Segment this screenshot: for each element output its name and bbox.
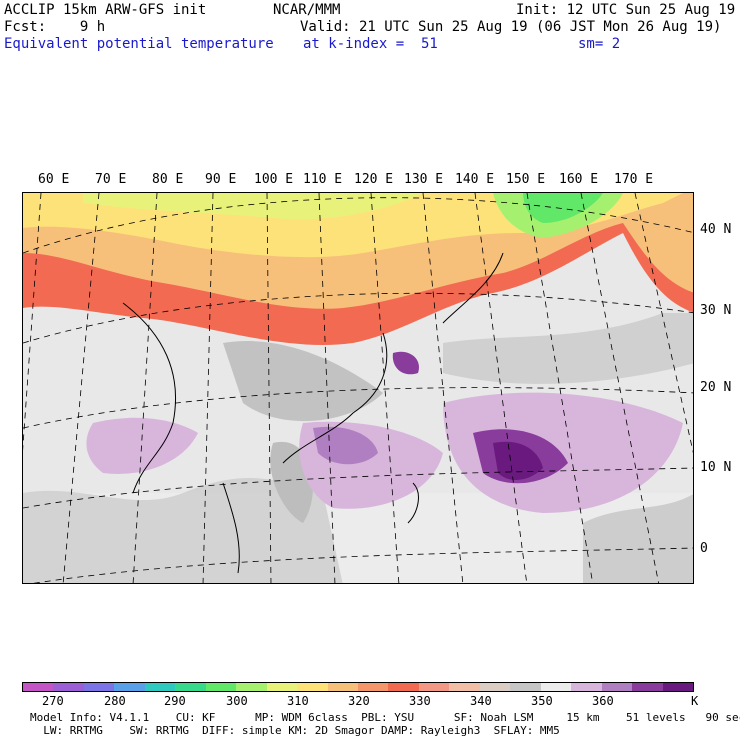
colorbar-swatch <box>357 683 389 691</box>
model-info: Model Info: V4.1.1 CU: KF MP: WDM 6class… <box>30 711 740 724</box>
lat-label: 40 N <box>700 222 732 237</box>
forecast-hour: Fcst: 9 h <box>4 19 106 35</box>
colorbar-swatch <box>144 683 176 691</box>
lat-label: 20 N <box>700 380 732 395</box>
smoothing-label: sm= 2 <box>578 36 621 52</box>
colorbar-swatch <box>418 683 450 691</box>
colorbar-swatch <box>297 683 328 691</box>
lon-label: 160 E <box>559 172 599 187</box>
lon-label: 60 E <box>38 172 70 187</box>
lon-label: 170 E <box>614 172 654 187</box>
colorbar-tick: 270 <box>42 694 64 708</box>
lon-label: 110 E <box>303 172 343 187</box>
colorbar-swatch <box>479 683 511 691</box>
colorbar-swatch <box>53 683 84 691</box>
colorbar-swatch <box>175 683 206 691</box>
colorbar-swatch <box>266 683 298 691</box>
colorbar-swatch <box>327 683 358 691</box>
colorbar-tick: 290 <box>164 694 186 708</box>
colorbar-swatch <box>540 683 572 691</box>
colorbar-swatch <box>601 683 633 691</box>
colorbar-swatch <box>571 683 602 691</box>
colorbar-tick: 320 <box>348 694 370 708</box>
colorbar-tick: 360 <box>592 694 614 708</box>
lon-label: 130 E <box>404 172 444 187</box>
model-title: ACCLIP 15km ARW-GFS init <box>4 2 207 18</box>
lon-label: 70 E <box>95 172 127 187</box>
theta-e-map <box>22 192 694 584</box>
lon-label: 120 E <box>354 172 394 187</box>
level-label: at k-index = 51 <box>303 36 438 52</box>
colorbar-swatch <box>449 683 480 691</box>
colorbar-swatch <box>236 683 267 691</box>
colorbar-tick: 280 <box>104 694 126 708</box>
colorbar-tick: 350 <box>531 694 553 708</box>
colorbar-swatch <box>662 683 693 691</box>
lat-label: 30 N <box>700 303 732 318</box>
lon-label: 140 E <box>455 172 495 187</box>
lat-label: 0 <box>700 541 708 556</box>
colorbar-tick: 300 <box>226 694 248 708</box>
lon-label: 100 E <box>254 172 294 187</box>
lat-label: 10 N <box>700 460 732 475</box>
init-time: Init: 12 UTC Sun 25 Aug 19 <box>516 2 736 18</box>
physics-info: LW: RRTMG SW: RRTMG DIFF: simple KM: 2D … <box>30 724 560 737</box>
colorbar-swatch <box>632 683 663 691</box>
valid-time: Valid: 21 UTC Sun 25 Aug 19 (06 JST Mon … <box>300 19 722 35</box>
colorbar-swatch <box>83 683 115 691</box>
lon-label: 90 E <box>205 172 237 187</box>
colorbar-tick: 330 <box>409 694 431 708</box>
institution-label: NCAR/MMM <box>273 2 341 18</box>
colorbar <box>22 682 694 692</box>
field-name: Equivalent potential temperature <box>4 36 274 52</box>
colorbar-swatch <box>510 683 541 691</box>
colorbar-swatch <box>23 683 54 691</box>
colorbar-swatch <box>205 683 237 691</box>
colorbar-unit: K <box>691 694 699 708</box>
colorbar-tick: 340 <box>470 694 492 708</box>
lon-label: 150 E <box>506 172 546 187</box>
colorbar-swatch <box>388 683 419 691</box>
lon-label: 80 E <box>152 172 184 187</box>
colorbar-swatch <box>114 683 145 691</box>
colorbar-tick: 310 <box>287 694 309 708</box>
